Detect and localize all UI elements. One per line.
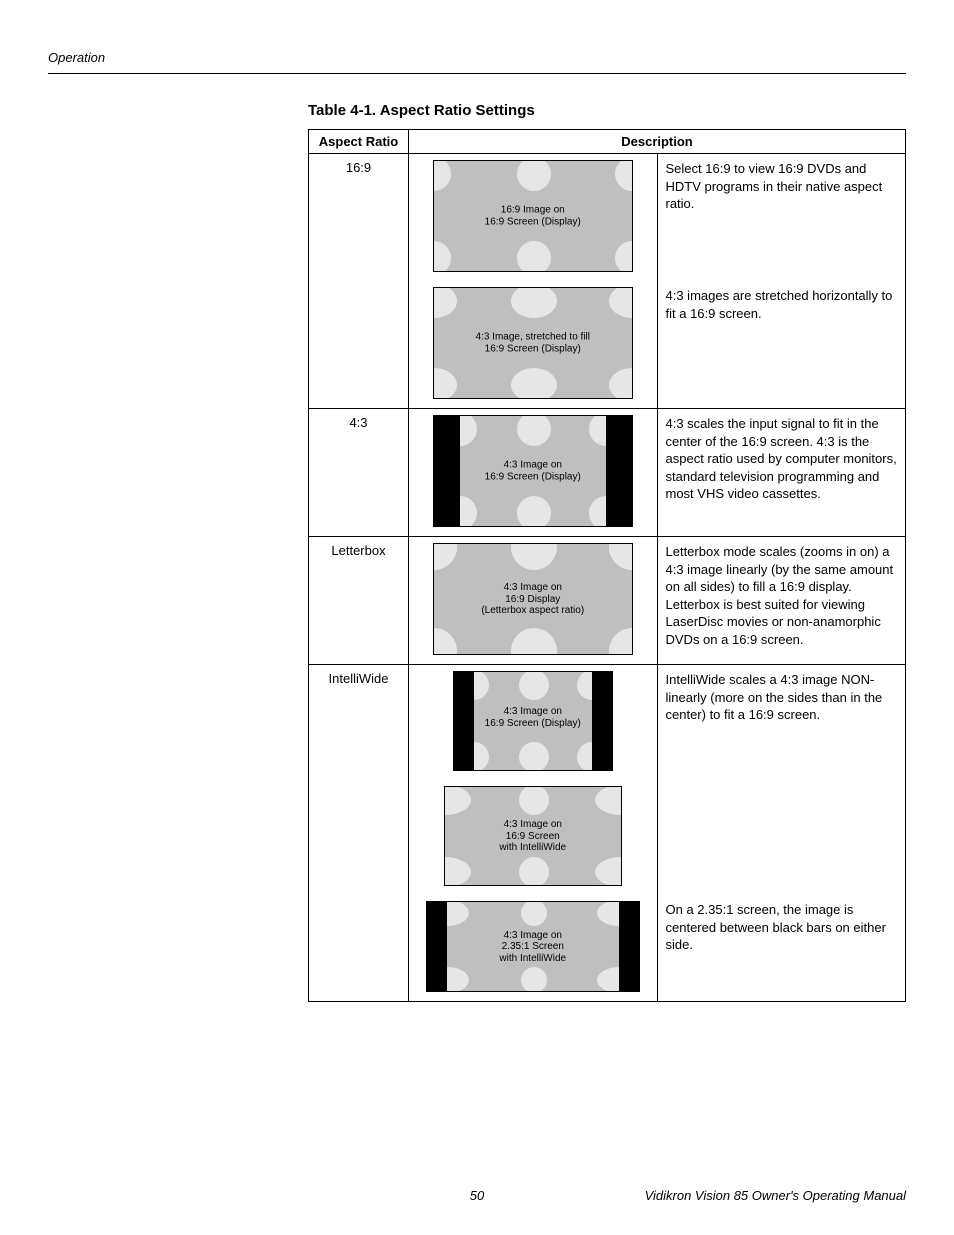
desc-cell	[657, 780, 906, 895]
aspect-diagram: 16:9 Image on 16:9 Screen (Display)	[433, 160, 633, 272]
ratio-cell: Letterbox	[309, 537, 409, 665]
diagram-cell: 4:3 Image on 16:9 Screen (Display)	[409, 409, 658, 537]
diagram-cell: 4:3 Image on 16:9 Screen with IntelliWid…	[409, 780, 658, 895]
page-number: 50	[48, 1188, 906, 1203]
header-rule	[48, 73, 906, 74]
table-row: Letterbox 4:3 Image on	[309, 537, 906, 665]
aspect-ratio-table: Aspect Ratio Description 16:9	[308, 129, 906, 1002]
diagram-cell: 4:3 Image on 16:9 Screen (Display)	[409, 665, 658, 781]
diagram-cell: 16:9 Image on 16:9 Screen (Display)	[409, 154, 658, 282]
ratio-cell: 16:9	[309, 154, 409, 409]
ratio-cell: 4:3	[309, 409, 409, 537]
table-row: 4:3	[309, 409, 906, 537]
section-header: Operation	[48, 50, 906, 65]
aspect-diagram: 4:3 Image on 16:9 Screen with IntelliWid…	[444, 786, 622, 886]
th-aspect-ratio: Aspect Ratio	[309, 130, 409, 154]
diagram-cell: 4:3 Image on 2.35:1 Screen with IntelliW…	[409, 895, 658, 1002]
desc-cell: 4:3 images are stretched horizontally to…	[657, 281, 906, 409]
page-footer: . 50 Vidikron Vision 85 Owner's Operatin…	[48, 1188, 906, 1203]
th-description: Description	[409, 130, 906, 154]
aspect-diagram: 4:3 Image on 16:9 Screen (Display)	[453, 671, 613, 771]
aspect-diagram: 4:3 Image, stretched to fill 16:9 Screen…	[433, 287, 633, 399]
diagram-cell: 4:3 Image on 16:9 Display (Letterbox asp…	[409, 537, 658, 665]
diagram-cell: 4:3 Image, stretched to fill 16:9 Screen…	[409, 281, 658, 409]
desc-cell: Letterbox mode scales (zooms in on) a 4:…	[657, 537, 906, 665]
ratio-cell: IntelliWide	[309, 665, 409, 1002]
table-title: Table 4-1. Aspect Ratio Settings	[308, 102, 906, 119]
aspect-diagram: 4:3 Image on 16:9 Screen (Display)	[433, 415, 633, 527]
desc-cell: On a 2.35:1 screen, the image is centere…	[657, 895, 906, 1002]
desc-cell: 4:3 scales the input signal to fit in th…	[657, 409, 906, 537]
table-row: 16:9	[309, 154, 906, 282]
table-row: IntelliWide	[309, 665, 906, 781]
desc-cell: IntelliWide scales a 4:3 image NON-linea…	[657, 665, 906, 781]
aspect-diagram: 4:3 Image on 16:9 Display (Letterbox asp…	[433, 543, 633, 655]
aspect-diagram: 4:3 Image on 2.35:1 Screen with IntelliW…	[426, 901, 640, 992]
desc-cell: Select 16:9 to view 16:9 DVDs and HDTV p…	[657, 154, 906, 282]
